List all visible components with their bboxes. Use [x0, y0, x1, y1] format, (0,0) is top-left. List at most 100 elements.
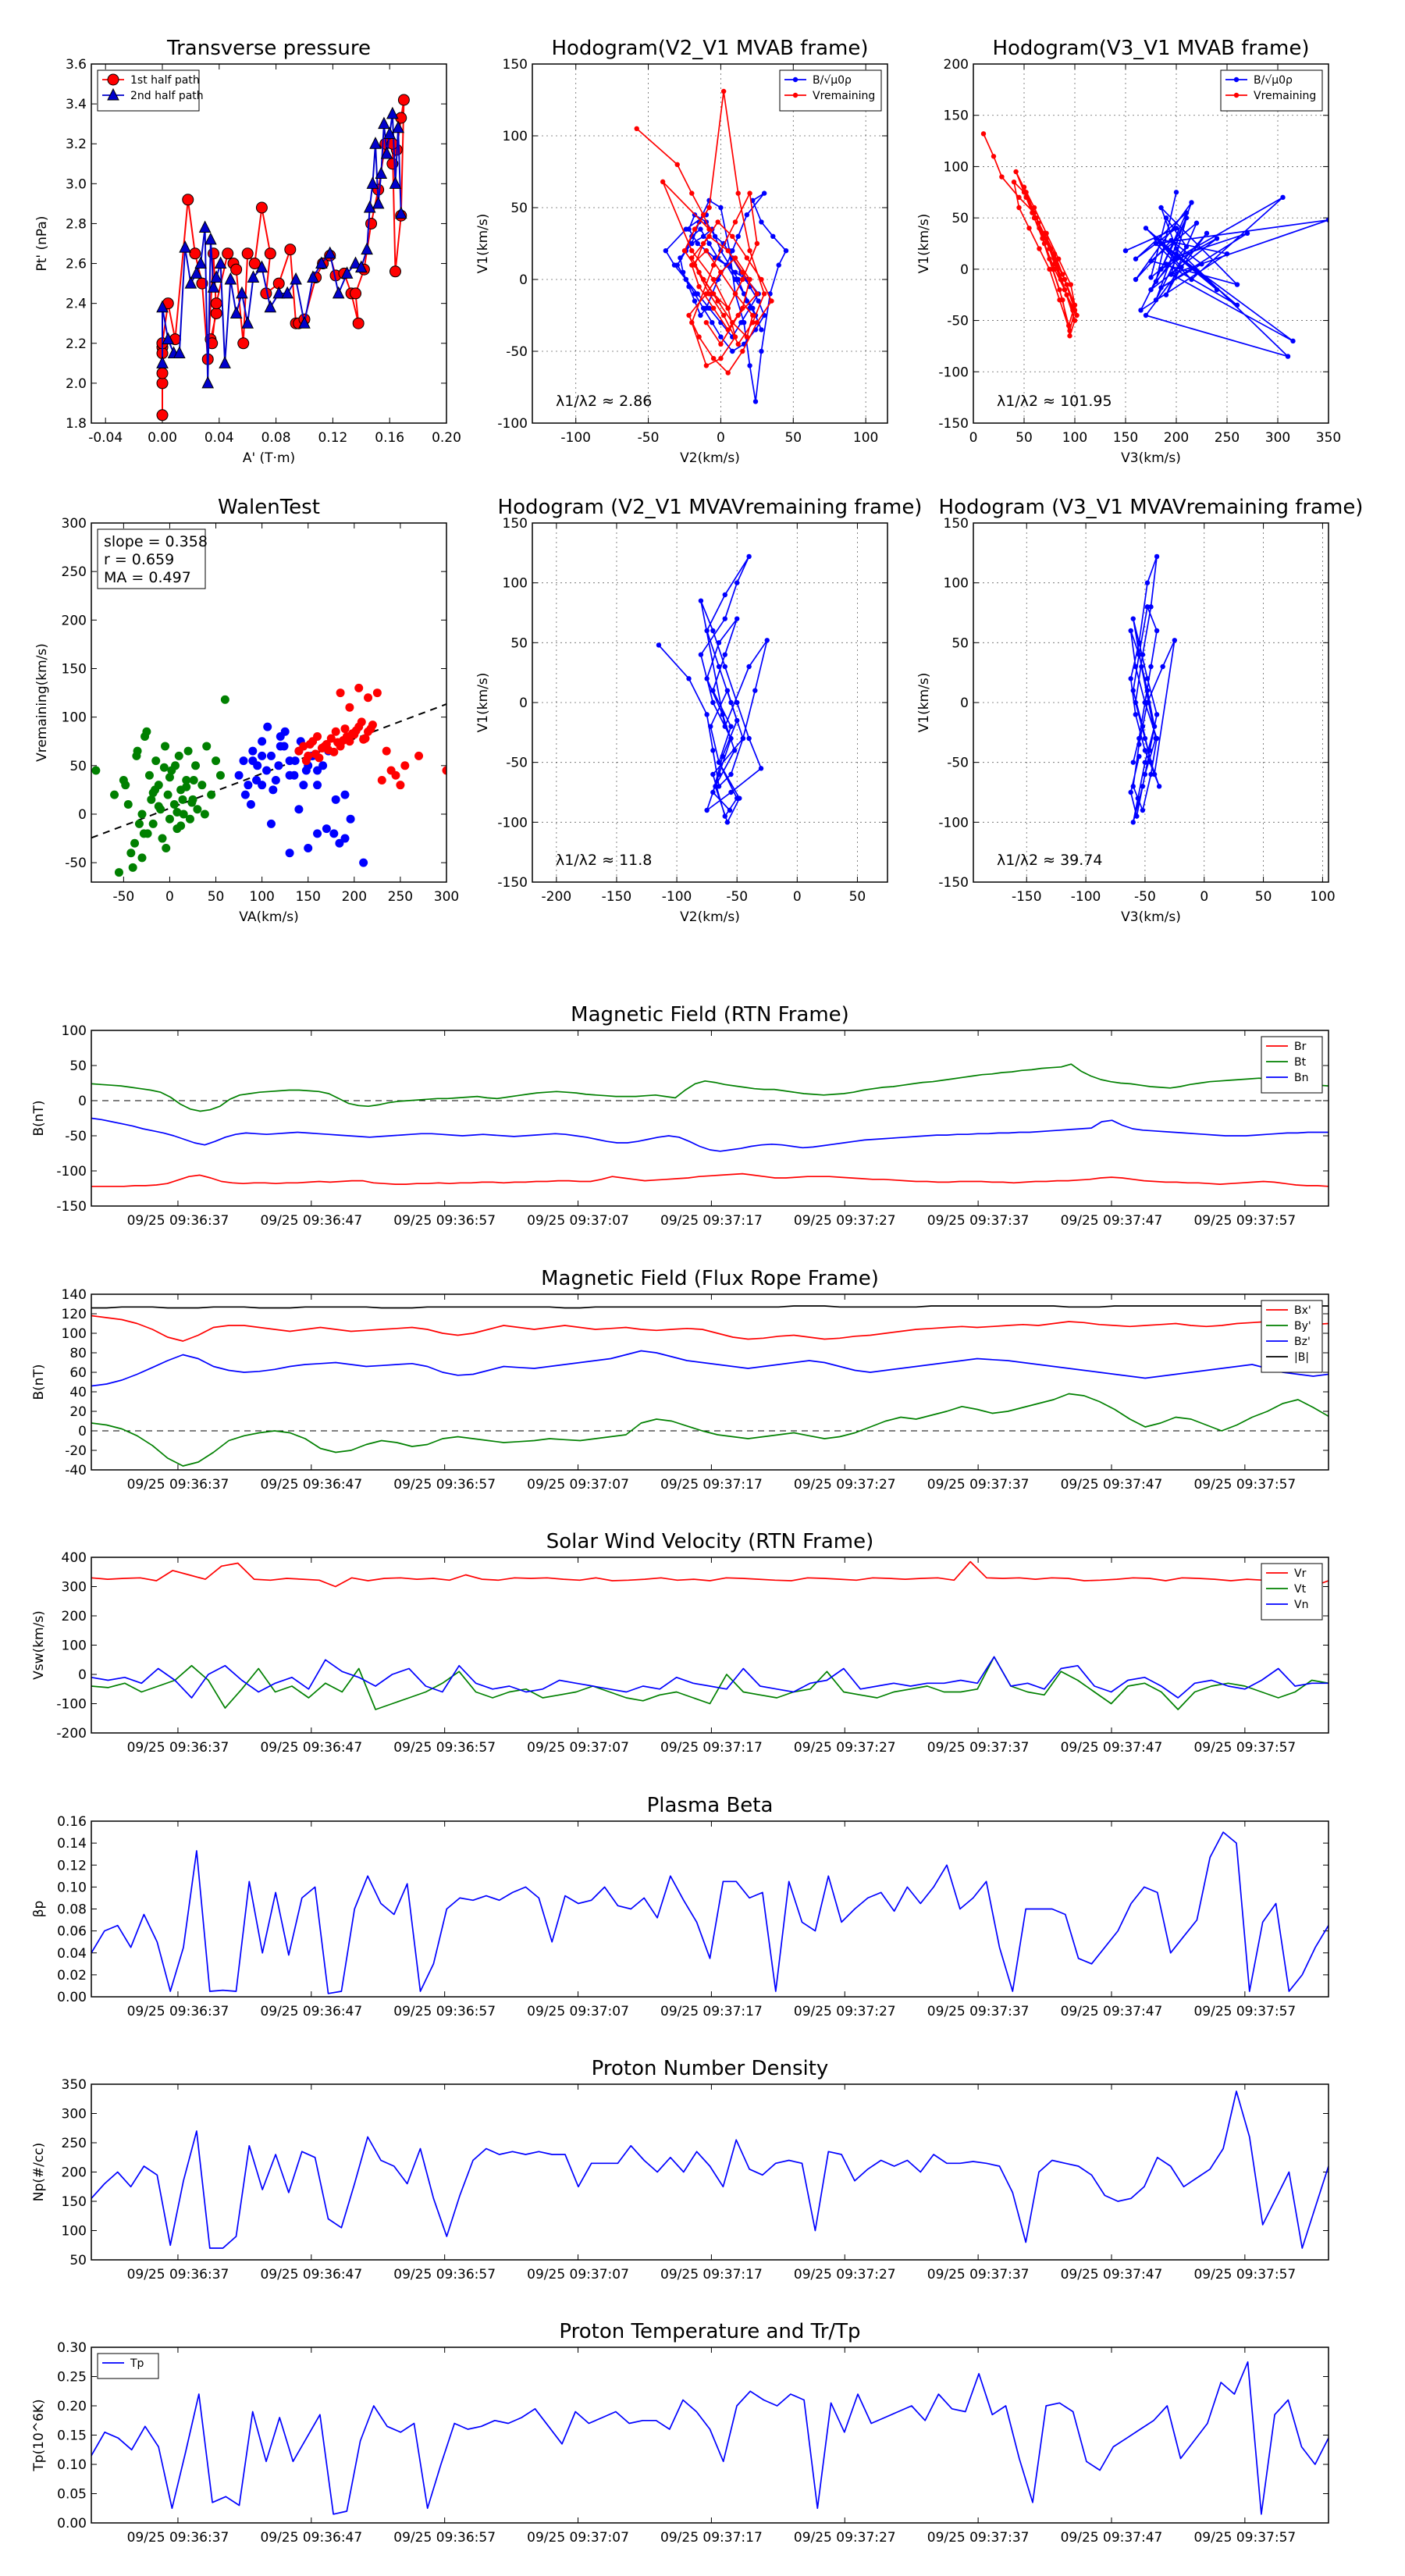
hodogram-v3-v1-mvab-legend-label: B/√μ0ρ [1254, 74, 1293, 87]
hodogram-v2-v1-mvav-marker [724, 820, 731, 825]
hodogram-v3-v1-mvab-data [980, 131, 1329, 359]
hodogram-v3-v1-mvav-marker [1142, 748, 1148, 753]
magnetic-field-flux-rope-ytick-label: 40 [69, 1385, 87, 1400]
walen-test-point [331, 795, 340, 804]
hodogram-v2-v1-mvab-marker [715, 219, 720, 225]
solar-wind-velocity-title: Solar Wind Velocity (RTN Frame) [546, 1530, 873, 1553]
transverse-pressure-ytick-label: 3.6 [66, 57, 87, 73]
hodogram-v2-v1-mvab-marker [725, 370, 731, 375]
hodogram-v2-v1-mvab-marker [783, 248, 789, 254]
walen-test-point [361, 734, 370, 743]
walen-test-point [179, 809, 188, 819]
walen-test-point [372, 688, 382, 698]
transverse-pressure-data [156, 94, 410, 422]
hodogram-v2-v1-mvab-frame [532, 63, 888, 424]
hodogram-v2-v1-mvab-marker [732, 255, 738, 261]
hodogram-v2-v1-mvab-marker [634, 126, 639, 131]
hodogram-v3-v1-mvav-frame [973, 522, 1329, 883]
hodogram-v3-v1-mvab-marker [1060, 297, 1065, 303]
hodogram-v2-v1-mvab-marker [692, 226, 698, 232]
hodogram-v2-v1-mvav-marker [716, 771, 722, 777]
walen-test-point [182, 782, 191, 792]
walen-test-title: WalenTest [218, 496, 320, 519]
plasma-beta-title: Plasma Beta [647, 1794, 774, 1817]
magnetic-field-rtn-legend-label: Br [1294, 1041, 1307, 1053]
hodogram-v2-v1-mvab-marker [732, 276, 738, 283]
proton-number-density-xtick-label: 09/25 09:36:37 [127, 2267, 229, 2282]
hodogram-v2-v1-mvab-marker [754, 320, 760, 326]
hodogram-v2-v1-mvav-marker [735, 580, 740, 585]
hodogram-v3-v1-mvab-marker [1173, 190, 1179, 195]
magnetic-field-flux-rope-xtick-label: 09/25 09:36:47 [260, 1477, 362, 1493]
hodogram-v2-v1-mvab-ytick-label: 50 [510, 201, 528, 216]
magnetic-field-flux-rope-series-line [91, 1315, 1329, 1342]
magnetic-field-rtn-ytick-label: -150 [56, 1199, 87, 1215]
walen-test-chart: WalenTest -50 0 50 100 150 200 250 300 -50 0 50 100 1… [34, 496, 459, 925]
hodogram-v2-v1-mvav-marker [764, 638, 770, 643]
hodogram-v2-v1-mvav-marker [728, 735, 734, 742]
hodogram-v3-v1-mvab-legend-marker [1233, 76, 1240, 83]
hodogram-v2-v1-mvav-ytick-label: 0 [519, 696, 528, 711]
walen-test-point [294, 805, 304, 814]
hodogram-v2-v1-mvav-marker [746, 735, 752, 742]
transverse-pressure-xtick-label: 0.00 [148, 430, 177, 446]
hodogram-v2-v1-mvab-marker [703, 248, 710, 254]
plasma-beta-ytick-label: 0.00 [57, 1990, 87, 2005]
walen-test-point [234, 770, 244, 780]
hodogram-v2-v1-mvav-marker [720, 753, 725, 760]
hodogram-v2-v1-mvab-marker [747, 363, 752, 368]
magnetic-field-rtn-xtick-label: 09/25 09:37:17 [660, 1213, 763, 1229]
hodogram-v3-v1-mvav-marker [1140, 724, 1146, 729]
hodogram-v3-v1-mvav-marker [1133, 712, 1138, 717]
hodogram-v2-v1-mvav-marker [722, 616, 727, 621]
walen-test-point [240, 790, 250, 799]
magnetic-field-rtn-xtick-label: 09/25 09:37:47 [1061, 1213, 1163, 1229]
hodogram-v3-v1-mvab-marker [1143, 312, 1149, 318]
hodogram-v2-v1-mvav-marker [720, 712, 725, 717]
transverse-pressure-marker [378, 116, 390, 130]
hodogram-v3-v1-mvab-marker [1036, 220, 1041, 226]
hodogram-v2-v1-mvav-xtick-label: -50 [726, 889, 748, 905]
hodogram-v2-v1-mvab-legend-label: Vremaining [813, 90, 875, 102]
hodogram-v3-v1-mvab-marker [1173, 226, 1179, 231]
hodogram-v3-v1-mvav-xtick-label: -150 [1012, 889, 1042, 905]
plasma-beta-xtick-label: 09/25 09:37:57 [1193, 2004, 1296, 2019]
magnetic-field-flux-rope-legend-label: Bx' [1294, 1304, 1311, 1317]
hodogram-v2-v1-mvab-marker [698, 226, 703, 232]
hodogram-v2-v1-mvab-ytick-label: -50 [506, 344, 528, 360]
magnetic-field-rtn-xtick-label: 09/25 09:37:57 [1193, 1213, 1296, 1229]
hodogram-v2-v1-mvav-annotation: λ1/λ2 ≈ 11.8 [556, 852, 652, 869]
walen-test-point [130, 838, 140, 848]
transverse-pressure-marker [184, 276, 197, 289]
hodogram-v2-v1-mvab-marker [695, 240, 700, 247]
proton-temperature-data [91, 2361, 1329, 2515]
proton-temperature-xtick-label: 09/25 09:36:37 [127, 2530, 229, 2546]
walen-test-xtick-label: 50 [208, 889, 225, 905]
hodogram-v2-v1-mvav-marker [735, 699, 740, 706]
hodogram-v3-v1-mvav-ytick-label: 0 [960, 696, 969, 711]
hodogram-v2-v1-mvab-marker [747, 276, 752, 283]
hodogram-v2-v1-mvab-marker [683, 276, 689, 283]
transverse-pressure-marker [219, 356, 231, 368]
proton-number-density-ytick-label: 300 [62, 2107, 87, 2122]
hodogram-v3-v1-mvab-marker [1030, 210, 1035, 215]
transverse-pressure-marker [365, 217, 378, 229]
plasma-beta-ytick-label: 0.10 [57, 1880, 87, 1895]
hodogram-v2-v1-mvab-marker [689, 190, 695, 196]
hodogram-v2-v1-mvav-marker [746, 664, 752, 670]
walen-test-stat-2: MA = 0.497 [104, 569, 191, 586]
hodogram-v2-v1-mvav-marker [728, 789, 734, 795]
hodogram-v3-v1-mvav-ytick-label: -150 [938, 875, 969, 891]
hodogram-v3-v1-mvab-xtick-label: 100 [1062, 430, 1087, 446]
transverse-pressure-marker [230, 263, 243, 276]
hodogram-v2-v1-mvab-marker [681, 248, 688, 254]
hodogram-v3-v1-mvav-marker [1142, 735, 1148, 742]
hodogram-v2-v1-mvab-marker [692, 291, 698, 297]
hodogram-v2-v1-mvab-marker [706, 226, 712, 232]
walen-test-xlabel: VA(km/s) [239, 909, 298, 925]
magnetic-field-flux-rope-chart: Magnetic Field (Flux Rope Frame) -40 -20 0 2… [31, 1267, 1329, 1493]
hodogram-v3-v1-mvab-marker [1031, 205, 1037, 211]
walen-test-point [276, 732, 285, 742]
hodogram-v2-v1-mvab-marker [725, 248, 731, 254]
walen-test-point [151, 756, 161, 766]
